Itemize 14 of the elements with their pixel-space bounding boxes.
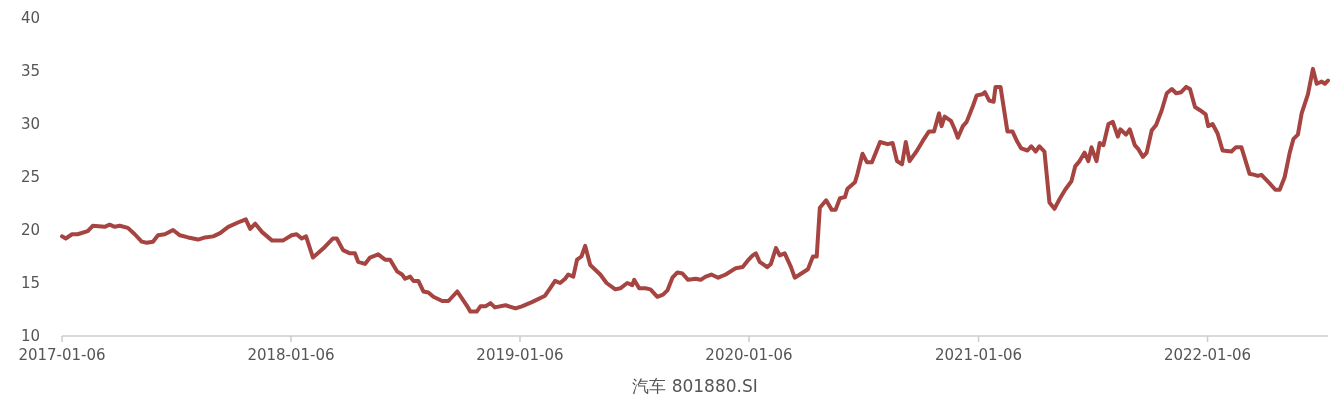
x-tick-label: 2019-01-06 <box>476 346 564 364</box>
x-tick-label: 2021-01-06 <box>934 346 1023 364</box>
x-tick-label: 2017-01-06 <box>18 346 106 364</box>
y-tick-label: 40 <box>20 9 40 27</box>
x-tick-label: 2020-01-06 <box>705 346 793 364</box>
x-tick-label: 2018-01-06 <box>247 346 335 364</box>
y-tick-label: 10 <box>20 327 40 345</box>
y-tick-label: 20 <box>20 221 40 239</box>
y-tick-label: 25 <box>20 168 40 186</box>
y-tick-label: 15 <box>20 274 40 292</box>
y-tick-label: 35 <box>20 62 40 80</box>
y-tick-label: 30 <box>20 115 40 133</box>
x-tick-label: 2022-01-06 <box>1163 346 1252 364</box>
x-axis-title: 汽车 801880.SI <box>632 376 758 396</box>
